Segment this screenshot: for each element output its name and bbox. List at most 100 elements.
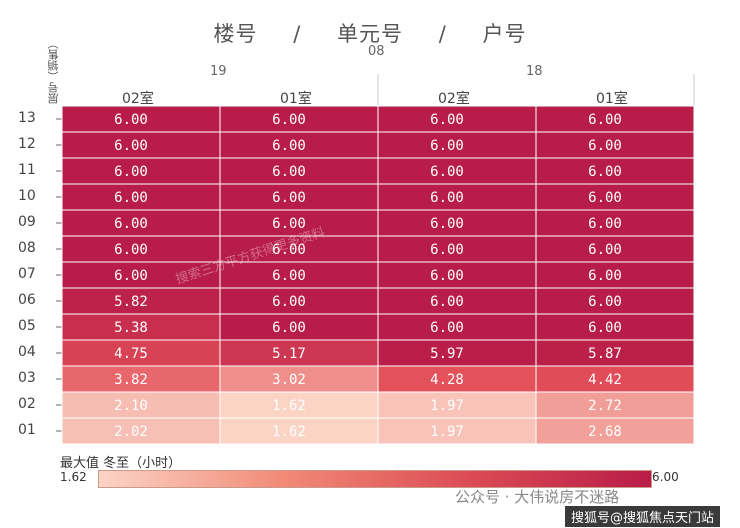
cell-value-label: 6.00 [588,242,622,258]
heatmap-cell [219,157,379,185]
cell-value-label: 6.00 [430,138,464,154]
floor-label: 13 [18,110,36,126]
cell-value-label: 6.00 [588,320,622,336]
legend-title: 最大值 冬至（小时） [60,456,182,471]
floor-label: 01 [18,422,36,438]
cell-value-label: 6.00 [430,216,464,232]
room-header: 01室 [280,91,312,107]
cell-value-label: 6.00 [272,320,306,336]
cell-value-label: 6.00 [430,268,464,284]
heatmap-cell [219,365,379,393]
heatmap-cell [219,287,379,315]
cell-value-label: 6.00 [430,320,464,336]
header-room-label: 户号 [482,22,527,46]
room-header: 02室 [438,91,470,107]
cell-value-label: 6.00 [430,294,464,310]
cell-value-label: 6.00 [114,242,148,258]
heatmap-cell [377,235,537,263]
cell-value-label: 6.00 [272,216,306,232]
heatmap-cell [219,391,379,419]
floor-label: 05 [18,318,36,334]
heatmap-cell [535,391,695,419]
heatmap-cell [535,157,695,185]
cell-value-label: 4.75 [114,346,148,362]
cell-value-label: 1.62 [272,398,306,414]
heatmap-cell [219,261,379,289]
heatmap-cell [61,287,221,315]
cell-value-label: 6.00 [588,294,622,310]
heatmap-cell [219,313,379,341]
cell-value-label: 6.00 [114,216,148,232]
cell-value-label: 6.00 [588,164,622,180]
cell-value-label: 6.00 [272,190,306,206]
header-building-label: 楼号 [213,22,258,46]
heatmap-cell [535,105,695,133]
cell-value-label: 4.42 [588,372,622,388]
cell-value-label: 6.00 [588,216,622,232]
cell-value-label: 6.00 [588,112,622,128]
heatmap-cell [61,235,221,263]
heatmap-cell [61,261,221,289]
floor-label: 11 [18,162,36,178]
header-separator: / [293,22,302,46]
heatmap-cell [535,417,695,445]
cell-value-label: 2.68 [588,424,622,440]
floor-label: 06 [18,292,36,308]
header-title: 楼号 / 单元号 / 户号 [0,18,740,48]
cell-value-label: 1.97 [430,424,464,440]
heatmap-cell [61,157,221,185]
heatmap-border [61,105,695,445]
room-header: 02室 [122,91,154,107]
cell-value-label: 3.02 [272,372,306,388]
footer-watermark-2: 搜狐号@搜狐焦点天门站 [565,506,721,527]
cell-value-label: 6.00 [430,190,464,206]
heatmap-cell [535,313,695,341]
floor-label: 09 [18,214,36,230]
cell-value-label: 6.00 [272,164,306,180]
header-separator: / [438,22,447,46]
heatmap-cell [377,417,537,445]
cell-value-label: 5.17 [272,346,306,362]
cell-value-label: 1.62 [272,424,306,440]
floor-label: 02 [18,396,36,412]
cell-value-label: 6.00 [114,268,148,284]
building-number: 08 [368,44,385,59]
cell-value-label: 5.38 [114,320,148,336]
cell-value-label: 6.00 [588,138,622,154]
cell-value-label: 6.00 [272,294,306,310]
footer-watermark: 公众号 · 大伟说房不迷路 [455,488,620,506]
cell-value-label: 2.72 [588,398,622,414]
heatmap-cell [377,261,537,289]
cell-value-label: 2.02 [114,424,148,440]
legend-color-scale [98,470,652,488]
heatmap-cell [535,183,695,211]
floor-label: 07 [18,266,36,282]
room-header: 01室 [596,91,628,107]
cell-value-label: 6.00 [114,164,148,180]
cell-value-label: 6.00 [430,112,464,128]
legend-max: 6.00 [652,470,679,484]
heatmap-cell [377,313,537,341]
cell-value-label: 2.10 [114,398,148,414]
cell-value-label: 5.82 [114,294,148,310]
cell-value-label: 5.87 [588,346,622,362]
cell-value-label: 6.00 [588,268,622,284]
heatmap-cell [219,183,379,211]
header-unit-label: 单元号 [337,22,403,46]
cell-value-label: 6.00 [272,268,306,284]
heatmap-cell [377,131,537,159]
unit-label-19: 19 [210,64,227,79]
cell-value-label: 6.00 [114,190,148,206]
heatmap-cell [61,417,221,445]
floor-label: 08 [18,240,36,256]
cell-value-label: 6.00 [588,190,622,206]
cell-value-label: 5.97 [430,346,464,362]
cell-value-label: 6.00 [114,138,148,154]
cell-value-label: 6.00 [272,112,306,128]
unit-label-18: 18 [526,64,543,79]
heatmap-cell [535,339,695,367]
cell-value-label: 6.00 [272,138,306,154]
cell-value-label: 6.00 [430,164,464,180]
floor-label: 10 [18,188,36,204]
